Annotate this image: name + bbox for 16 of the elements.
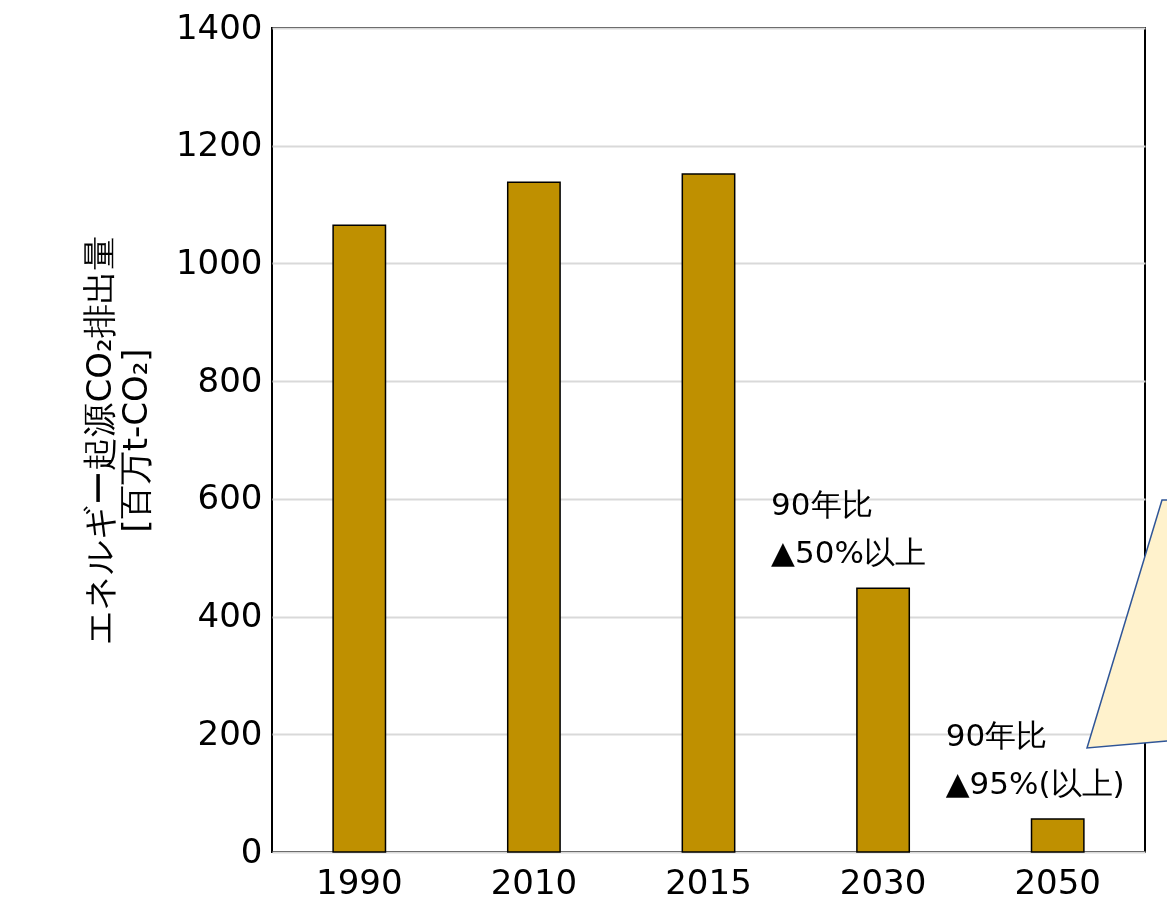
y-tick-label: 200 — [197, 712, 263, 753]
y-tick-label: 800 — [197, 359, 263, 400]
y-tick-label: 1000 — [175, 241, 263, 282]
annotation: 90年比 ▲50%以上 — [771, 486, 926, 571]
y-tick-label: 1200 — [175, 124, 263, 165]
y-axis-title: エネルギー起源CO₂排出量 [百万t-CO₂] — [78, 236, 155, 645]
y-tick-label: 600 — [197, 477, 263, 518]
y-tick-label: 1400 — [175, 6, 263, 47]
x-tick-label: 2030 — [839, 861, 927, 902]
annotation: 90年比 ▲95%(以上) — [945, 717, 1125, 802]
y-tick-label: 0 — [240, 830, 263, 871]
x-tick-label: 2050 — [1014, 861, 1101, 902]
y-tick-label: 400 — [197, 595, 263, 636]
x-tick-label: 2015 — [665, 861, 752, 902]
x-tick-label: 1990 — [316, 861, 403, 902]
x-tick-label: 2010 — [490, 861, 578, 902]
